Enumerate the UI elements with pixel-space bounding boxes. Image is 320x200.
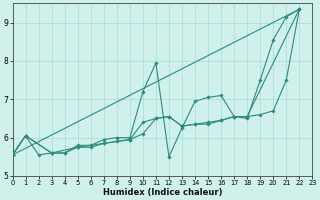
X-axis label: Humidex (Indice chaleur): Humidex (Indice chaleur) [103,188,222,197]
